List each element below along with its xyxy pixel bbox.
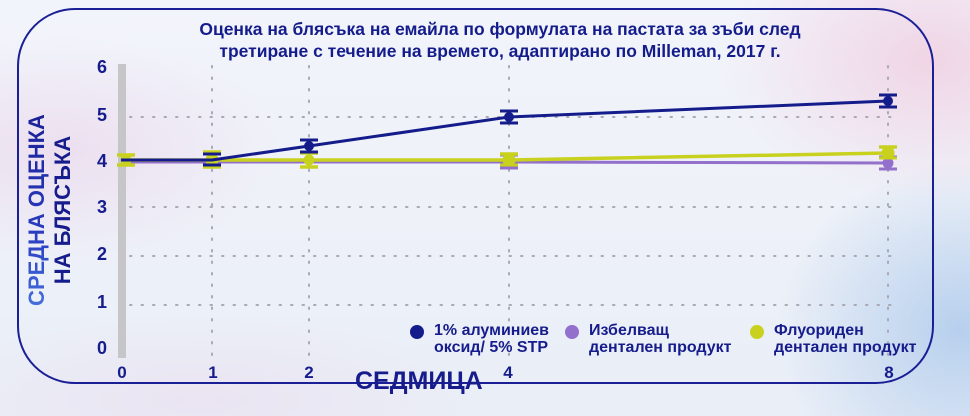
legend-dot-icon [565,325,579,339]
legend-label: Флуориден дентален продукт [774,322,917,356]
legend-item-fluoride: Флуориден дентален продукт [750,322,917,356]
y-tick-1: 1 [96,292,107,312]
series-alumina [121,93,897,167]
x-tick-2: 2 [304,363,314,382]
y-tick-6: 6 [96,57,107,77]
legend-label: Избелващ дентален продукт [589,322,732,356]
x-tick-0: 0 [117,363,127,382]
chart-title-line2: третиране с течение на времето, адаптира… [219,41,781,61]
chart-frame [17,8,934,384]
x-tick-1: 1 [208,363,218,382]
y-tick-2: 2 [96,244,107,264]
legend-dot-icon [750,325,764,339]
legend-dot-icon [410,325,424,339]
legend-item-alumina: 1% алуминиев оксид/ 5% STP [410,322,549,356]
x-tick-4: 4 [503,363,513,382]
x-tick-8: 8 [884,363,894,382]
grid [129,65,896,359]
y-tick-4: 4 [96,151,107,171]
y-axis-bar [118,64,126,358]
chart-title: Оценка на блясъка на емайла по формулата… [100,18,900,62]
y-tick-5: 5 [96,105,107,125]
legend-item-whitening: Избелващ дентален продукт [565,322,732,356]
y-tick-0: 0 [96,338,107,358]
x-axis-label: СЕДМИЦА [355,367,483,395]
legend-label: 1% алуминиев оксид/ 5% STP [434,322,550,356]
y-tick-3: 3 [96,197,107,217]
chart-title-line1: Оценка на блясъка на емайла по формулата… [199,19,801,39]
